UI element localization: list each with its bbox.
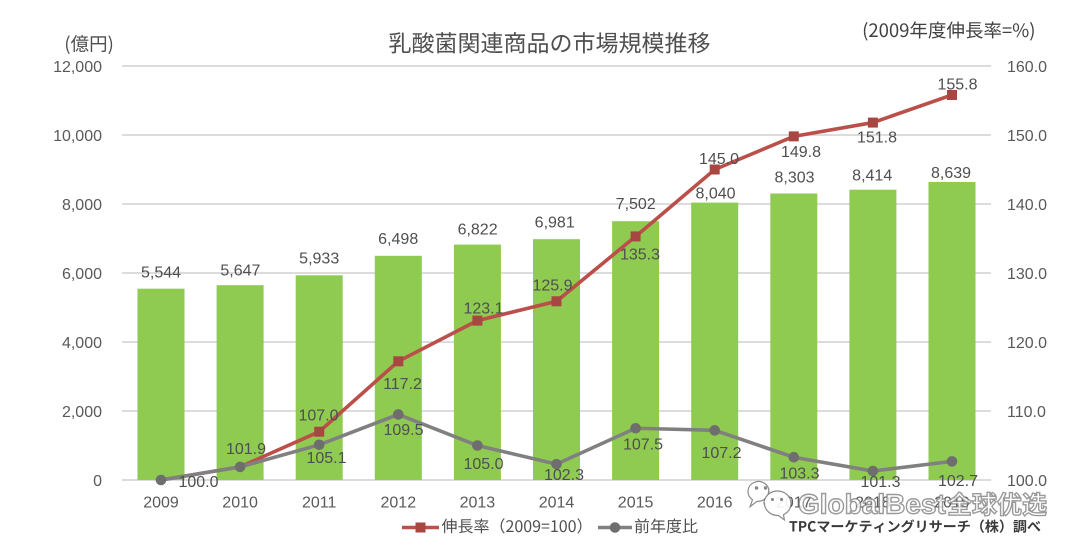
svg-text:8,000: 8,000 [62,197,102,214]
svg-text:6,981: 6,981 [535,215,575,232]
svg-text:2010: 2010 [222,495,258,512]
svg-text:140.0: 140.0 [1007,197,1047,214]
svg-text:150.0: 150.0 [1007,128,1047,145]
svg-text:2009: 2009 [143,495,179,512]
svg-text:145.0: 145.0 [699,151,739,168]
svg-text:105.0: 105.0 [463,456,503,473]
svg-text:6,498: 6,498 [378,231,418,248]
svg-text:7,502: 7,502 [616,196,656,213]
svg-text:2011: 2011 [302,495,337,512]
svg-text:100.0: 100.0 [178,474,218,491]
svg-text:107.5: 107.5 [623,437,663,454]
svg-text:149.8: 149.8 [781,144,821,161]
svg-text:135.3: 135.3 [620,247,660,264]
svg-text:2012: 2012 [381,495,417,512]
svg-text:2015: 2015 [618,495,654,512]
svg-text:5,544: 5,544 [141,265,181,282]
svg-text:2018: 2018 [855,495,891,512]
svg-text:130.0: 130.0 [1007,266,1047,283]
svg-text:102.7: 102.7 [938,473,978,490]
svg-text:110.0: 110.0 [1007,404,1046,421]
svg-text:10,000: 10,000 [53,128,102,145]
svg-text:8,040: 8,040 [695,186,735,203]
svg-text:12,000: 12,000 [53,59,102,76]
svg-text:123.1: 123.1 [463,301,503,318]
svg-text:2016: 2016 [697,495,733,512]
svg-text:2014: 2014 [539,495,575,512]
svg-text:5,647: 5,647 [220,263,260,280]
svg-text:120.0: 120.0 [1007,335,1047,352]
svg-text:8,414: 8,414 [852,168,892,185]
svg-text:5,933: 5,933 [299,251,339,268]
svg-text:105.1: 105.1 [306,450,346,467]
svg-text:6,000: 6,000 [62,266,102,283]
svg-text:GlobalBest: GlobalBest [798,489,946,520]
svg-text:107.0: 107.0 [298,408,338,425]
svg-text:155.8: 155.8 [937,77,977,94]
svg-text:102.3: 102.3 [544,467,584,484]
svg-text:107.2: 107.2 [701,445,741,462]
svg-text:109.5: 109.5 [383,422,423,439]
svg-text:100.0: 100.0 [1007,473,1047,490]
svg-text:103.3: 103.3 [779,466,819,483]
svg-text:101.9: 101.9 [226,441,266,458]
svg-text:151.8: 151.8 [857,130,897,147]
svg-text:125.9: 125.9 [532,278,572,295]
svg-text:4,000: 4,000 [62,335,102,352]
svg-text:8,639: 8,639 [931,165,971,182]
svg-text:117.2: 117.2 [383,376,422,393]
svg-text:160.0: 160.0 [1007,59,1047,76]
svg-text:0: 0 [93,473,102,490]
svg-text:2,000: 2,000 [62,404,102,421]
svg-text:8,303: 8,303 [774,170,814,187]
svg-text:101.3: 101.3 [860,474,900,491]
svg-text:2013: 2013 [460,495,496,512]
svg-text:6,822: 6,822 [458,222,498,239]
